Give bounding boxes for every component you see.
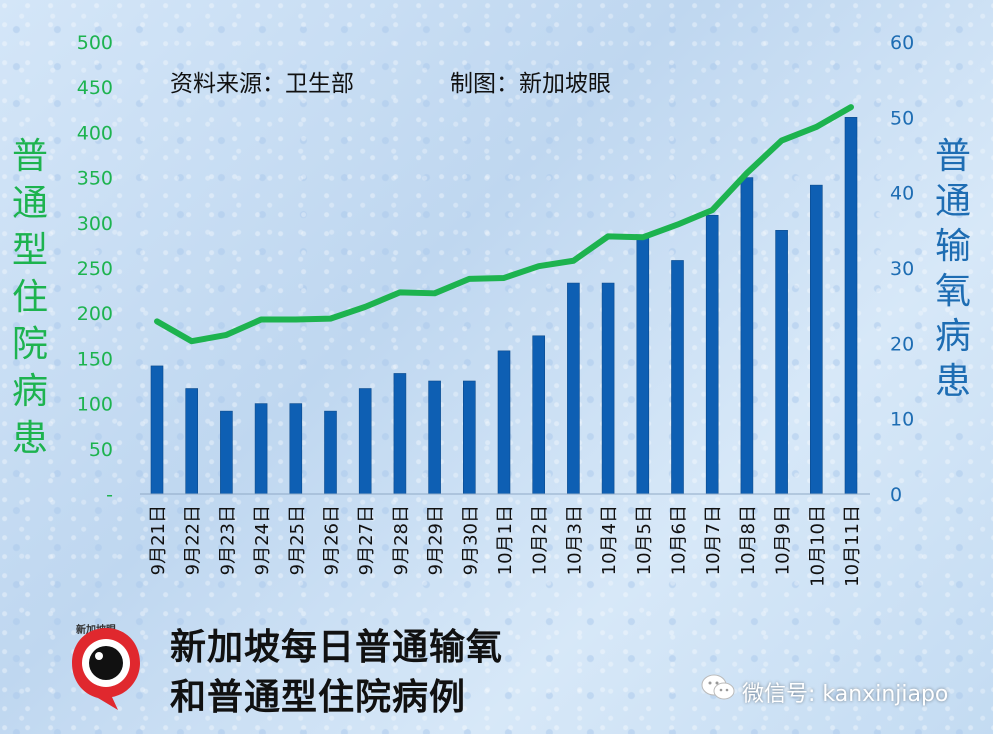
- y-left-axis-label-char: 普: [12, 136, 48, 177]
- bar: [220, 410, 233, 495]
- x-tick-label: 9月26日: [322, 505, 343, 575]
- logo-icon: [72, 628, 140, 710]
- x-tick-label: 9月21日: [148, 505, 169, 575]
- x-tick-label: 9月24日: [252, 505, 273, 575]
- y-left-tick-label: 150: [77, 348, 113, 370]
- bar: [393, 373, 407, 495]
- y-right-tick-label: 50: [890, 107, 914, 129]
- y-left-axis-label-char: 住: [12, 277, 48, 318]
- chart-by-note: 制图：新加坡眼: [450, 71, 611, 97]
- x-tick-label: 10月9日: [773, 505, 794, 575]
- x-tick-label: 9月25日: [287, 505, 308, 575]
- x-tick-label: 9月28日: [391, 505, 412, 575]
- bar: [428, 380, 441, 495]
- bar: [497, 350, 511, 495]
- y-right-tick-label: 0: [890, 484, 902, 506]
- x-tick-label: 10月2日: [530, 505, 551, 575]
- x-tick-label: 10月3日: [564, 505, 585, 575]
- bar: [254, 403, 268, 495]
- x-tick-label: 9月30日: [460, 505, 481, 575]
- x-tick-label: 10月11日: [842, 505, 863, 587]
- x-tick-label: 9月29日: [426, 505, 447, 575]
- bar: [705, 214, 719, 495]
- bar: [289, 403, 303, 495]
- y-right-tick-label: 30: [890, 258, 914, 280]
- x-tick-label: 10月5日: [634, 505, 655, 575]
- bar: [636, 237, 650, 495]
- bar: [567, 282, 580, 495]
- y-left-tick-label: 400: [77, 122, 113, 144]
- bar: [150, 365, 164, 495]
- y-left-axis-label-char: 型: [12, 230, 48, 271]
- y-right-axis-label-char: 病: [935, 316, 971, 357]
- bar: [844, 117, 858, 495]
- y-left-tick-label: 100: [77, 394, 113, 416]
- y-right-axis-label-char: 患: [935, 361, 971, 402]
- bar: [740, 177, 754, 495]
- chart-title-line-2: 和普通型住院病例: [170, 677, 467, 718]
- y-right-tick-label: 60: [890, 32, 914, 54]
- x-tick-label: 10月4日: [599, 505, 620, 575]
- line-series: [154, 104, 854, 345]
- bar: [775, 230, 788, 495]
- x-tick-label: 10月6日: [669, 505, 690, 575]
- x-tick-label: 9月22日: [183, 505, 204, 575]
- bar: [324, 410, 337, 495]
- y-left-tick-label: 300: [77, 213, 113, 235]
- y-left-tick-label: 250: [77, 258, 113, 280]
- x-tick-label: 10月7日: [703, 505, 724, 575]
- y-left-tick-label: 50: [89, 439, 113, 461]
- y-left-tick-label: 500: [77, 32, 113, 54]
- chart-title-line-1: 新加坡每日普通输氧: [170, 627, 504, 668]
- y-left-axis-label-char: 病: [12, 371, 48, 412]
- y-left-axis-label-char: 通: [12, 183, 48, 224]
- watermark: 微信号: kanxinjiapo: [742, 682, 949, 707]
- bar: [185, 388, 198, 495]
- x-tick-label: 10月1日: [495, 505, 516, 575]
- y-right-axis-label-char: 输: [935, 226, 971, 267]
- y-left-tick-label: -: [106, 484, 113, 506]
- bar: [532, 335, 546, 495]
- x-tick-label: 10月8日: [738, 505, 759, 575]
- y-right-axis-label-char: 普: [935, 136, 971, 177]
- bar: [601, 282, 615, 495]
- bar: [358, 388, 372, 495]
- y-left-axis-label-char: 患: [12, 418, 48, 459]
- source-note: 资料来源：卫生部: [170, 71, 354, 97]
- x-tick-label: 9月27日: [356, 505, 377, 575]
- y-right-tick-label: 10: [890, 409, 914, 431]
- y-right-tick-label: 20: [890, 333, 914, 355]
- y-left-tick-label: 450: [77, 77, 113, 99]
- bar: [809, 184, 823, 495]
- y-left-tick-label: 200: [77, 303, 113, 325]
- wechat-icon: [701, 674, 735, 700]
- y-right-axis-label-char: 氧: [935, 271, 971, 312]
- x-tick-label: 9月23日: [217, 505, 238, 575]
- bar: [462, 380, 476, 495]
- x-tick-label: 10月10日: [807, 505, 828, 587]
- y-right-tick-label: 40: [890, 183, 914, 205]
- y-left-axis-label-char: 院: [12, 324, 48, 365]
- y-left-tick-label: 350: [77, 168, 113, 190]
- y-right-axis-label-char: 通: [935, 181, 971, 222]
- bar: [671, 260, 684, 495]
